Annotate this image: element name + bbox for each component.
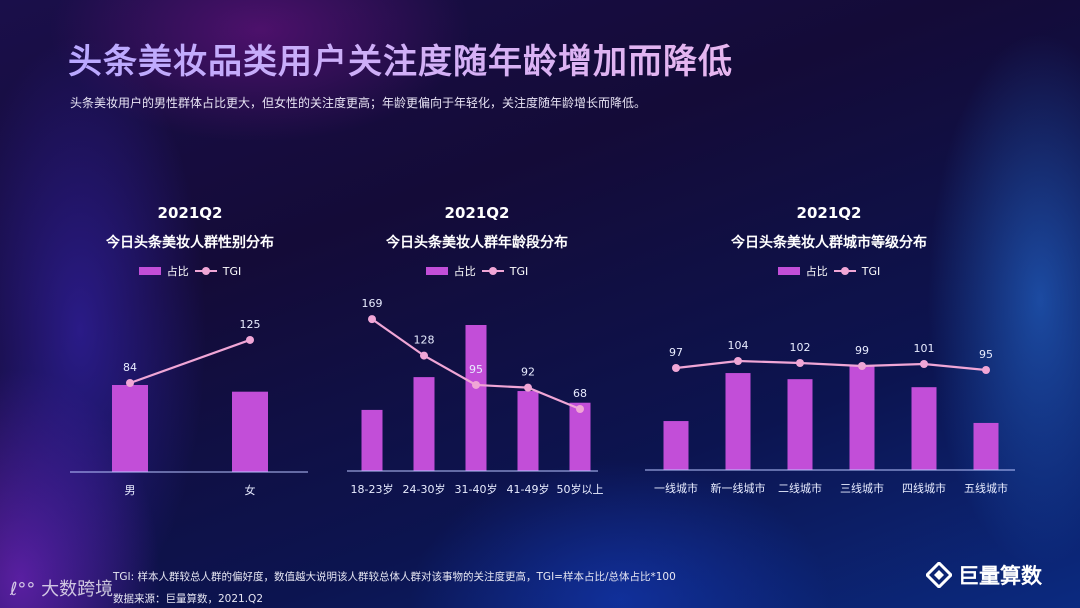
- tgi-data-label: 97: [669, 346, 683, 359]
- chart-0: 男 女 84 125: [70, 318, 308, 497]
- x-tick-label: 三线城市: [840, 481, 884, 495]
- tgi-data-label: 102: [790, 341, 811, 354]
- tgi-data-label: 95: [979, 348, 993, 361]
- bar: [849, 366, 875, 470]
- tgi-point: [920, 360, 928, 368]
- chart-title: 今日头条美妆人群城市等级分布: [731, 235, 927, 251]
- tgi-point: [246, 335, 254, 344]
- brand-name: 巨量算数: [958, 564, 1042, 588]
- x-tick-label: 女: [245, 483, 256, 497]
- tgi-data-label: 99: [855, 344, 869, 357]
- legend-line-swatch: [833, 267, 856, 275]
- tgi-point: [858, 362, 866, 370]
- x-tick-label: 18-23岁: [351, 482, 394, 496]
- tgi-line: [129, 338, 251, 385]
- x-tick-label: 男: [125, 484, 136, 497]
- tgi-point: [576, 405, 584, 413]
- bar: [663, 421, 689, 470]
- legend-line-label: TGI: [222, 264, 242, 278]
- x-tick-label: 50岁以上: [557, 482, 604, 496]
- chart-age-header: 2021Q2 今日头条美妆人群年龄段分布: [357, 204, 597, 252]
- chart-city-header: 2021Q2 今日头条美妆人群城市等级分布: [709, 204, 949, 252]
- tgi-point: [796, 359, 804, 367]
- x-tick-label: 新一线城市: [711, 481, 766, 495]
- tgi-data-label: 104: [728, 339, 749, 352]
- x-tick-label: 一线城市: [654, 481, 698, 495]
- legend-bar-label: 占比: [453, 265, 476, 278]
- legend: 占比 TGI: [357, 263, 597, 279]
- tgi-data-label: 95: [469, 363, 483, 376]
- tgi-point: [472, 380, 480, 389]
- tgi-data-label: 128: [414, 334, 435, 347]
- watermark-logo-icon: ℓ°°: [10, 579, 36, 600]
- chart-period: 2021Q2: [444, 204, 510, 222]
- legend-bar-swatch: [425, 267, 448, 275]
- legend-line-label: TGI: [509, 264, 529, 278]
- tgi-point: [368, 315, 376, 324]
- chart-title: 今日头条美妆人群性别分布: [106, 235, 274, 251]
- x-tick-label: 五线城市: [964, 481, 1008, 495]
- chart-1: 18-23岁 24-30岁 31-40岁 41-49岁 50岁以上 169 128 95 92 6…: [347, 297, 604, 496]
- bar: [232, 391, 268, 472]
- tgi-data-label: 169: [362, 297, 383, 310]
- x-tick-label: 31-40岁: [455, 482, 498, 496]
- watermark-text: 大数跨境: [41, 579, 114, 600]
- chart-gender-header: 2021Q2 今日头条美妆人群性别分布: [70, 204, 310, 252]
- brand-logo: 巨量算数: [926, 560, 1042, 590]
- x-tick-label: 41-49岁: [507, 482, 550, 496]
- data-source: 数据来源：巨量算数，2021.Q2: [113, 593, 264, 605]
- bar: [973, 422, 999, 470]
- watermark: ℓ°° 大数跨境: [10, 575, 113, 601]
- tgi-point: [734, 357, 742, 365]
- page-title: 头条美妆品类用户关注度随年龄增加而降低: [68, 34, 733, 83]
- chart-title: 今日头条美妆人群年龄段分布: [386, 235, 568, 251]
- bar: [413, 377, 435, 471]
- page-subtitle: 头条美妆用户的男性群体占比更大，但女性的关注度更高；年龄更偏向于年轻化，关注度随…: [70, 96, 647, 110]
- x-tick-label: 二线城市: [778, 481, 822, 495]
- bar: [112, 385, 148, 472]
- legend: 占比 TGI: [709, 263, 949, 279]
- tgi-data-label: 125: [240, 318, 261, 331]
- legend-line-label: TGI: [861, 264, 881, 278]
- legend-bar-swatch: [777, 267, 800, 275]
- legend-bar-label: 占比: [166, 265, 189, 278]
- legend-bar-swatch: [138, 267, 161, 275]
- tgi-data-label: 84: [123, 361, 137, 374]
- bar: [569, 402, 591, 471]
- bar: [361, 409, 383, 471]
- x-tick-label: 24-30岁: [403, 482, 446, 496]
- legend-line-swatch: [481, 267, 504, 275]
- tgi-data-label: 92: [521, 366, 535, 379]
- tgi-data-label: 68: [573, 387, 587, 400]
- tgi-line: [675, 359, 987, 372]
- bar: [911, 387, 937, 470]
- brand-diamond-icon: [926, 562, 952, 588]
- tgi-point: [420, 351, 428, 360]
- bar: [787, 379, 813, 470]
- bar: [725, 373, 751, 470]
- tgi-note: TGI: 样本人群较总人群的偏好度，数值越大说明该人群较总体人群对该事物的关注度…: [113, 571, 676, 583]
- tgi-point: [982, 366, 990, 374]
- legend-bar-label: 占比: [805, 265, 828, 278]
- chart-2: 一线城市 新一线城市 二线城市 三线城市 四线城市 五线城市 97 104 102 99 101 95: [645, 339, 1015, 495]
- legend: 占比 TGI: [70, 263, 310, 279]
- x-tick-label: 四线城市: [902, 481, 946, 495]
- bar: [465, 325, 487, 471]
- tgi-data-label: 101: [914, 342, 935, 355]
- tgi-point: [672, 364, 680, 372]
- bar: [517, 391, 539, 471]
- legend-line-swatch: [194, 267, 217, 275]
- chart-period: 2021Q2: [157, 204, 223, 222]
- tgi-point: [524, 383, 532, 392]
- tgi-point: [126, 379, 134, 387]
- chart-period: 2021Q2: [796, 204, 862, 222]
